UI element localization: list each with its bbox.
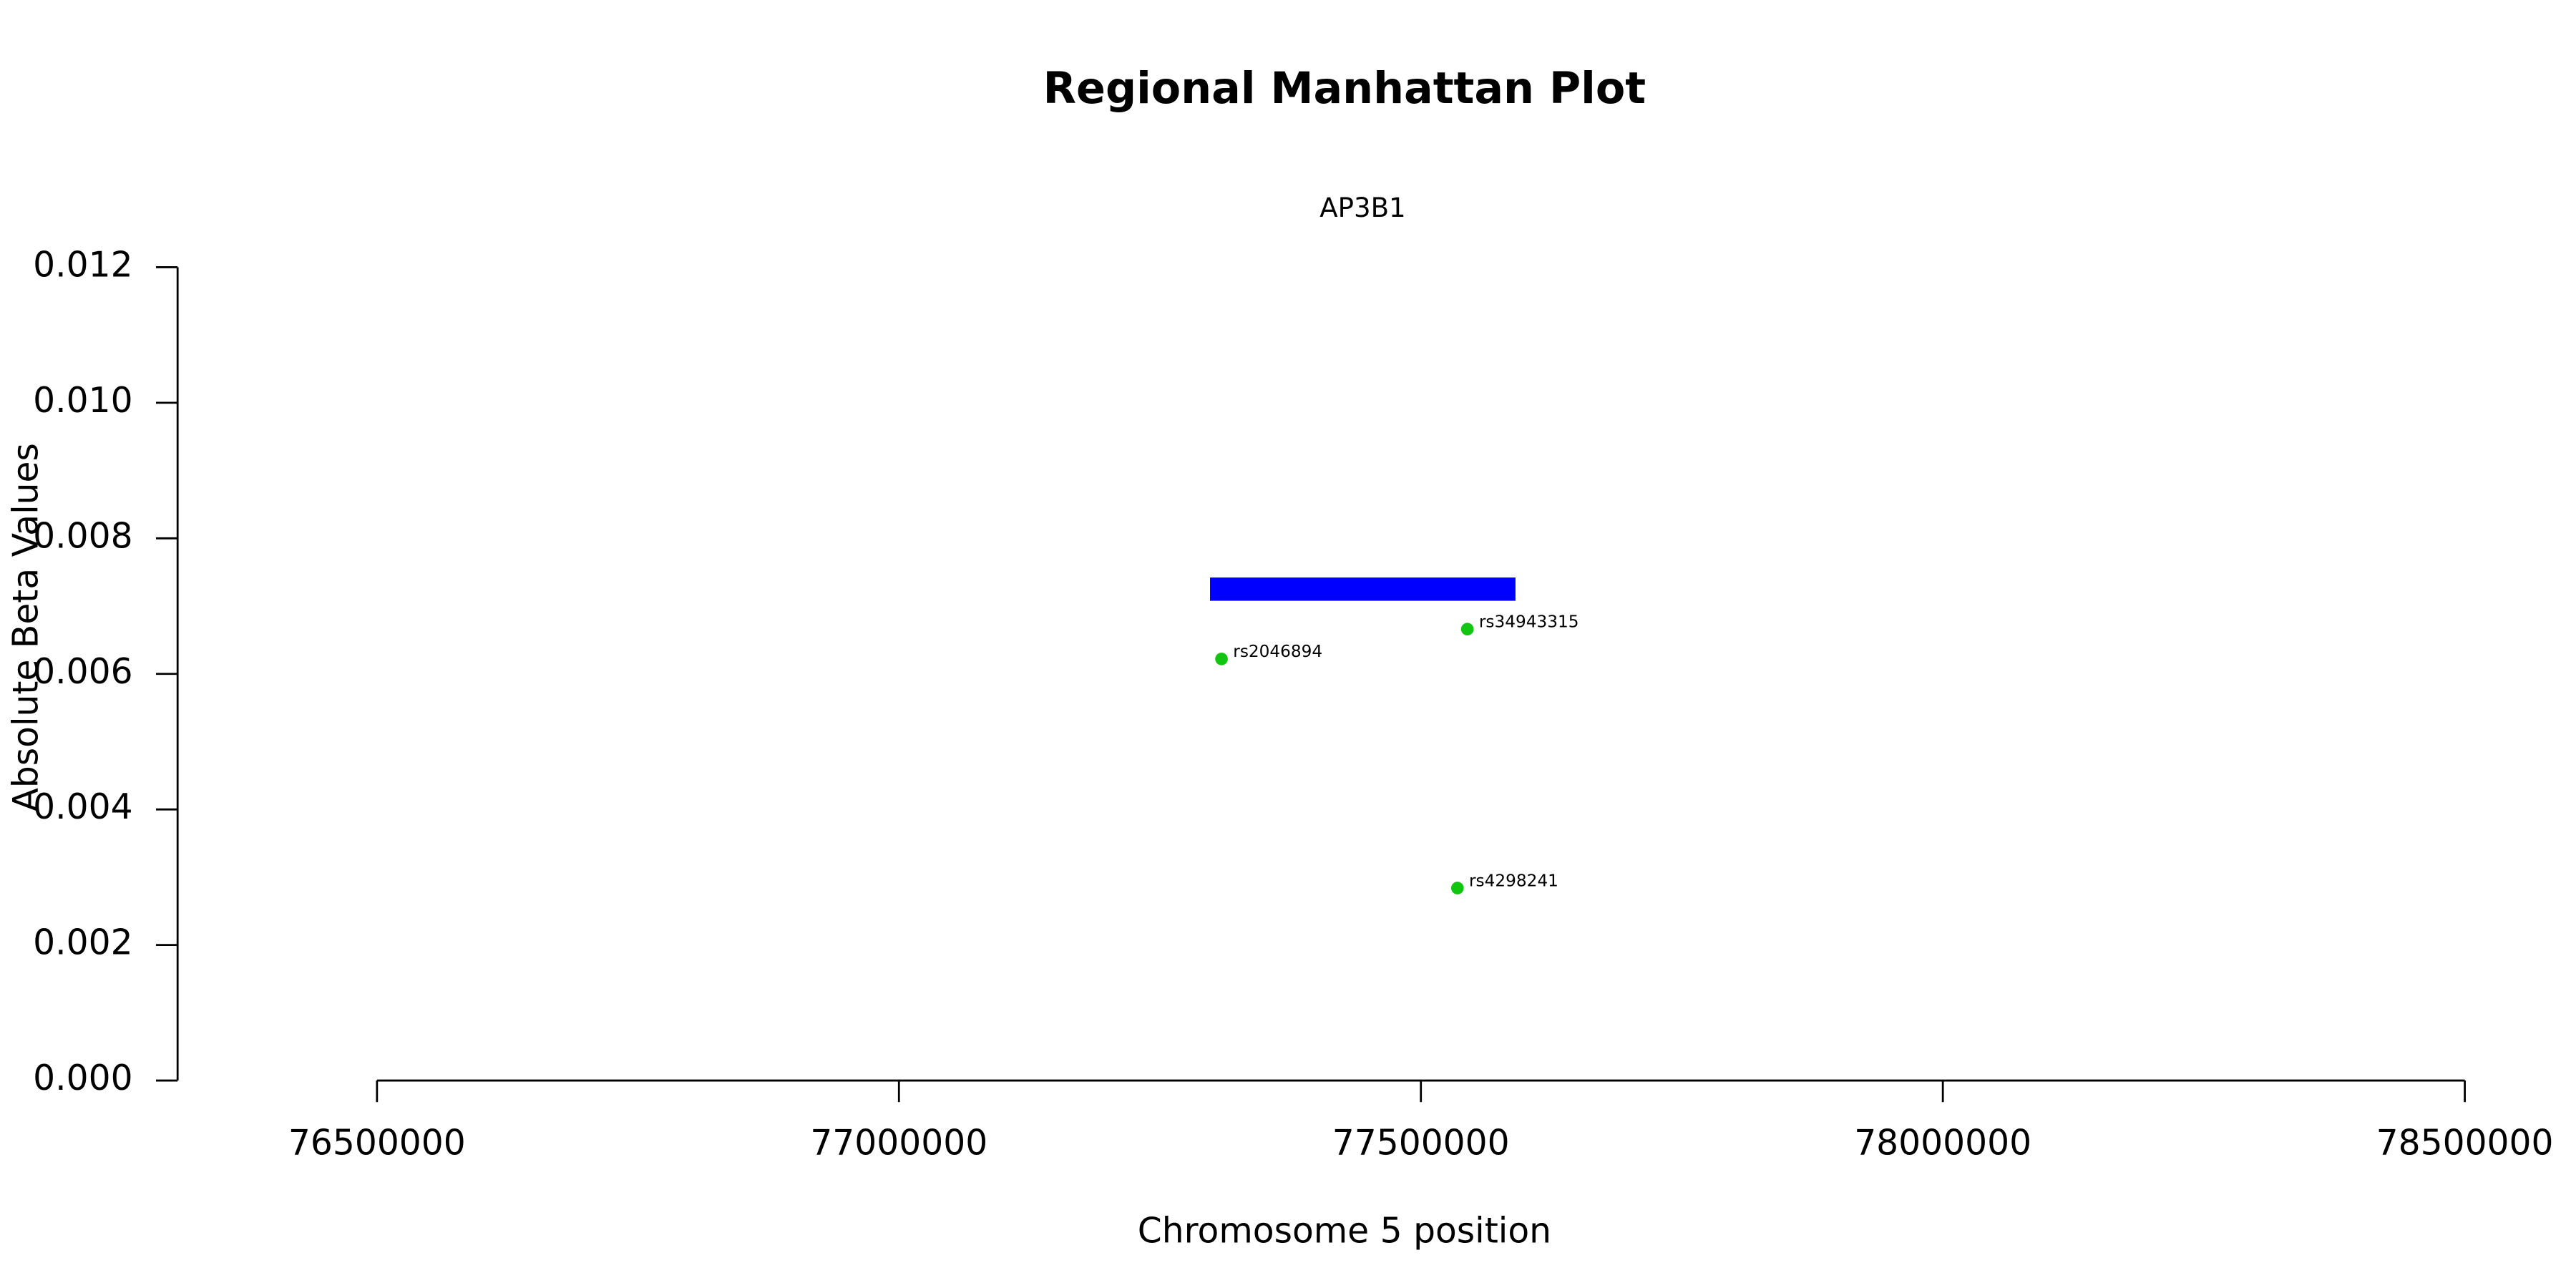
y-tick-label: 0.006 bbox=[33, 652, 132, 692]
gene-bar bbox=[1210, 577, 1516, 601]
x-tick-label: 77000000 bbox=[810, 1123, 987, 1163]
snp-label: rs2046894 bbox=[1233, 642, 1322, 661]
y-tick-label: 0.010 bbox=[33, 381, 132, 421]
x-tick-label: 76500000 bbox=[288, 1123, 466, 1163]
snp-point bbox=[1460, 623, 1474, 636]
snp-point bbox=[1450, 882, 1464, 894]
y-tick-label: 0.000 bbox=[33, 1058, 132, 1098]
snp-label: rs4298241 bbox=[1469, 871, 1558, 890]
y-tick-label: 0.008 bbox=[33, 516, 132, 556]
y-tick-label: 0.012 bbox=[33, 245, 132, 285]
x-tick-label: 78000000 bbox=[1854, 1123, 2031, 1163]
y-tick-label: 0.002 bbox=[33, 923, 132, 963]
snp-point bbox=[1215, 653, 1228, 665]
gene-name: AP3B1 bbox=[1319, 192, 1405, 223]
x-tick-label: 77500000 bbox=[1332, 1123, 1510, 1163]
snp-label: rs34943315 bbox=[1479, 612, 1579, 631]
y-axis-label: Absolute Beta Values bbox=[6, 443, 46, 811]
x-tick-label: 78500000 bbox=[2376, 1123, 2554, 1163]
chart-title: Regional Manhattan Plot bbox=[1043, 64, 1646, 114]
x-axis-label: Chromosome 5 position bbox=[1138, 1211, 1551, 1251]
y-tick-label: 0.004 bbox=[33, 787, 132, 827]
